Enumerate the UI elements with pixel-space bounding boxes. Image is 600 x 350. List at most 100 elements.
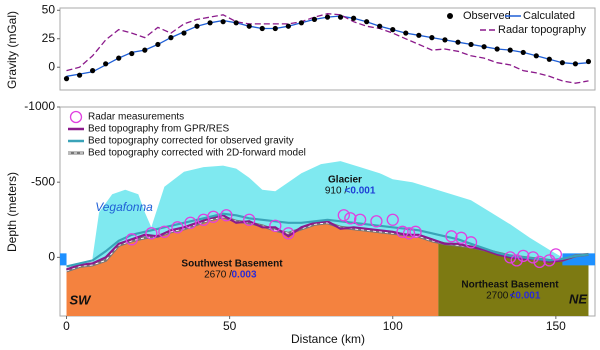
- x-axis-label: Distance (km): [291, 332, 365, 346]
- sea: [60, 253, 67, 266]
- observed-point: [585, 58, 592, 65]
- radar-point: [549, 248, 563, 261]
- radar-point: [526, 251, 540, 264]
- annotation: 2700 /: [486, 291, 514, 302]
- radar-point: [344, 212, 357, 225]
- observed-point: [559, 60, 565, 66]
- annotation: SW: [70, 292, 93, 307]
- radar-point: [125, 233, 138, 246]
- radar-point: [455, 231, 468, 244]
- y-axis-label: Gravity (mGal): [5, 11, 19, 89]
- observed-point: [416, 32, 422, 38]
- y-tick-label: -1000: [24, 99, 55, 113]
- radar-point: [445, 230, 458, 243]
- observed-point: [429, 35, 435, 41]
- observed-point: [507, 47, 513, 53]
- annotation: <0.001: [510, 291, 541, 302]
- legend-icon: [447, 13, 453, 19]
- observed-point: [246, 23, 252, 29]
- x-tick-label: 0: [63, 319, 70, 333]
- plot-area: [63, 13, 592, 84]
- observed-point: [259, 25, 265, 32]
- x-tick-label: 100: [383, 319, 403, 333]
- annotation: Glacier: [328, 175, 362, 186]
- radar-point: [184, 216, 197, 229]
- y-tick-label: 50: [42, 2, 56, 16]
- observed-point: [142, 47, 148, 53]
- observed-point: [233, 20, 239, 26]
- radar-point: [269, 219, 282, 232]
- legend-label: Observed: [463, 10, 511, 22]
- observed-point: [63, 76, 70, 82]
- basement: [438, 240, 589, 316]
- legend-label: Calculated: [523, 10, 575, 22]
- observed-point: [103, 61, 109, 67]
- annotation: 2670 /: [204, 270, 232, 281]
- radar-point: [409, 225, 422, 238]
- observed-point: [442, 37, 448, 43]
- radar-point: [504, 251, 517, 264]
- series-line: [66, 214, 589, 271]
- top-frame: [59, 7, 596, 91]
- observed-point: [285, 23, 291, 29]
- observed-point: [572, 61, 579, 67]
- observed-point: [220, 19, 226, 25]
- y-tick-label: -500: [31, 174, 55, 188]
- observed-point: [181, 30, 187, 36]
- radar-point: [207, 210, 220, 223]
- annotation: 910 /: [325, 186, 347, 197]
- radar-point: [171, 221, 184, 234]
- basement: [66, 216, 439, 316]
- radar-point: [353, 213, 367, 226]
- observed-point: [533, 53, 539, 59]
- radar-point: [464, 236, 478, 249]
- observed-point: [129, 50, 135, 57]
- observed-point: [155, 41, 161, 48]
- radar-point: [386, 213, 399, 226]
- observed-point: [298, 20, 305, 26]
- annotation: Northeast Basement: [461, 280, 559, 291]
- observed-point: [494, 46, 500, 52]
- legend-label: Radar measurements: [88, 112, 184, 123]
- observed-point: [311, 16, 318, 22]
- observed-point: [350, 15, 357, 21]
- annotation: <0.001: [345, 186, 376, 197]
- legend-label: Bed topography from GPR/RES: [88, 124, 230, 135]
- observed-point: [520, 49, 526, 56]
- observed-point: [76, 72, 83, 78]
- observed-point: [481, 44, 487, 50]
- radar-point: [370, 215, 383, 228]
- series-line: [66, 13, 589, 84]
- observed-point: [468, 41, 474, 48]
- y-tick-label: 0: [48, 59, 55, 73]
- y-tick-label: 25: [42, 31, 56, 45]
- plot-area: [60, 161, 595, 316]
- legend-icon: [69, 110, 83, 124]
- radar-point: [243, 213, 256, 226]
- radar-point: [220, 209, 233, 222]
- radar-point: [510, 254, 523, 267]
- radar-point: [282, 227, 295, 240]
- legend-label: Radar topography: [498, 24, 587, 36]
- annotation: Vegafonna: [95, 200, 153, 214]
- annotation: 0.003: [231, 270, 256, 281]
- radar-point: [402, 227, 416, 240]
- y-axis-label: Depth (meters): [5, 172, 19, 252]
- legend-label: Bed topography corrected with 2D-forward…: [88, 148, 306, 159]
- y-tick-label: 0: [48, 250, 55, 264]
- series-line: [66, 212, 589, 268]
- observed-point: [168, 35, 174, 41]
- observed-point: [90, 68, 96, 74]
- observed-point: [324, 14, 331, 20]
- observed-point: [546, 56, 552, 62]
- observed-point: [116, 55, 122, 61]
- observed-point: [272, 25, 278, 32]
- radar-point: [158, 225, 171, 238]
- annotation: Southwest Basement: [181, 259, 283, 270]
- x-tick-label: 50: [223, 319, 237, 333]
- observed-point: [194, 23, 200, 29]
- x-tick-label: 150: [546, 319, 566, 333]
- legend-label: Bed topography corrected for observed gr…: [88, 136, 294, 147]
- observed-point: [455, 39, 461, 45]
